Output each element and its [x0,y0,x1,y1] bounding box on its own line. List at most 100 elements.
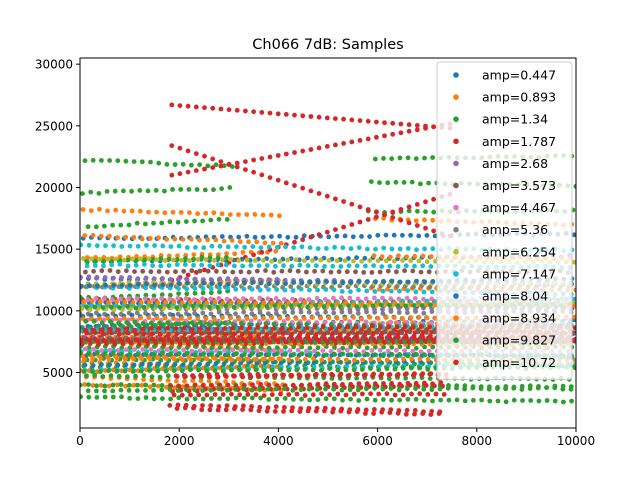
data-point [215,255,221,261]
data-point [83,269,88,275]
data-point [302,367,308,372]
data-point [263,373,269,378]
data-point [394,324,400,330]
data-point [429,408,435,414]
data-point [171,316,176,321]
data-point [88,189,94,195]
data-point [210,105,216,111]
data-point [411,303,417,308]
data-point [263,324,269,330]
data-point [395,264,401,269]
data-point [325,330,331,335]
data-point [160,276,165,281]
data-point [297,303,302,309]
data-point [208,296,214,302]
data-point [122,299,128,305]
data-point [84,304,90,310]
data-point [154,209,160,215]
data-point [323,352,329,358]
data-point [241,395,247,401]
data-point [282,386,287,391]
data-point [351,258,356,264]
data-point [252,234,258,240]
data-point [365,279,370,284]
data-point [199,407,205,413]
data-point [261,368,267,374]
data-point [300,113,306,119]
data-point [291,245,297,251]
data-point [187,258,193,264]
data-point [174,257,180,262]
data-point [205,268,211,274]
data-point [429,387,435,393]
data-point [327,392,332,398]
data-point [80,338,84,343]
data-point [355,407,361,412]
data-point [151,382,157,388]
data-point [428,333,433,338]
data-point [156,269,162,274]
data-point [319,357,325,363]
data-point [180,384,186,390]
data-point [324,229,330,235]
data-point [241,309,247,315]
data-point [397,279,403,285]
data-point [354,255,359,260]
data-point [308,234,314,240]
data-point [257,295,263,301]
data-point [387,302,392,308]
data-point [189,320,195,326]
data-point [412,296,418,301]
data-point [121,315,127,321]
data-point [369,323,375,329]
data-point [454,397,460,403]
data-point [96,191,102,196]
data-point [243,167,248,173]
data-point [377,269,383,275]
data-point [462,386,467,392]
data-point [419,303,425,308]
data-point [388,407,394,412]
data-point [118,351,124,357]
data-point [182,331,188,337]
data-point [315,246,321,252]
data-point [400,232,405,238]
data-point [242,280,248,286]
data-point [324,193,330,199]
data-point [293,234,299,240]
data-point [102,351,108,356]
data-point [230,321,236,327]
data-point [275,111,281,117]
data-point [430,381,435,387]
data-point [356,279,362,284]
data-point [417,391,423,397]
data-point [251,169,256,175]
data-point [114,369,120,374]
data-point [148,269,154,275]
data-point [351,315,356,320]
data-point [302,300,308,305]
data-point [149,331,155,337]
data-point [394,269,399,275]
data-point [199,262,205,268]
data-point [264,408,270,414]
data-point [182,303,188,309]
data-point [426,348,432,354]
data-point [198,326,203,331]
data-point [176,243,182,249]
data-point [372,156,378,162]
data-point [118,382,124,387]
data-point [348,352,353,357]
data-point [353,324,359,330]
data-point [228,257,234,262]
data-point [207,407,213,413]
data-point [405,279,411,285]
data-point [418,339,424,345]
data-point [573,358,576,363]
data-point [258,382,264,387]
data-point [275,177,281,183]
data-point [408,232,413,238]
y-tick-label: 15000 [35,243,73,257]
data-point [322,264,327,269]
data-point [132,269,137,274]
